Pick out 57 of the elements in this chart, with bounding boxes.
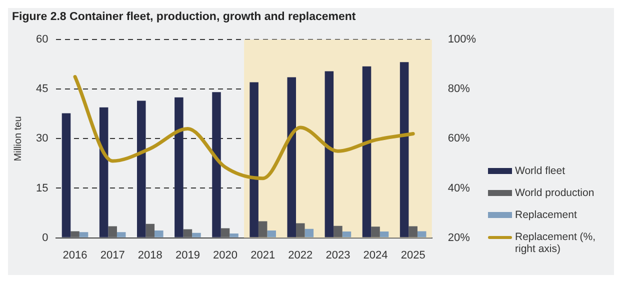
y-tick-label: 60 — [36, 34, 48, 46]
y2-tick-label: 20% — [448, 232, 470, 244]
y-tick-label: 0 — [42, 232, 48, 244]
bar — [371, 226, 380, 238]
y-tick-label: 45 — [36, 83, 48, 96]
bar — [183, 229, 192, 238]
bar — [258, 221, 268, 238]
bar — [146, 224, 155, 238]
bar — [287, 77, 296, 238]
y-tick-label: 30 — [36, 132, 48, 145]
bar — [304, 228, 314, 238]
bar — [342, 232, 352, 238]
y2-tick-label: 100% — [448, 34, 476, 46]
y-axis-title: Million teu — [12, 116, 24, 162]
x-tick-label: 2024 — [363, 249, 388, 262]
bar — [174, 97, 184, 238]
bar — [220, 228, 230, 238]
x-tick-label: 2023 — [326, 249, 350, 262]
legend-label: Replacement (%, right axis) — [515, 231, 597, 255]
bar — [154, 230, 164, 238]
bar — [417, 231, 426, 238]
x-tick-label: 2025 — [400, 249, 426, 262]
bar — [408, 226, 418, 238]
y2-tick-label: 60% — [448, 132, 470, 145]
bar — [108, 226, 117, 238]
bar — [362, 66, 372, 238]
bar — [400, 62, 409, 238]
chart-title: Figure 2.8 Container fleet, production, growth and replacement — [11, 10, 357, 25]
bar — [296, 223, 305, 238]
x-tick-label: 2017 — [100, 249, 125, 262]
bar — [334, 226, 342, 238]
bar — [62, 113, 71, 238]
bar — [380, 232, 389, 238]
x-tick-label: 2019 — [175, 249, 200, 262]
bar — [99, 107, 108, 238]
bar — [230, 234, 238, 238]
legend-label: Replacement — [515, 209, 578, 221]
bar — [324, 71, 334, 238]
y2-tick-label: 40% — [448, 182, 470, 194]
legend-label: World production — [515, 187, 596, 199]
line-series — [73, 75, 415, 180]
x-tick-label: 2021 — [250, 249, 276, 262]
bar — [212, 92, 221, 238]
x-tick-label: 2018 — [138, 249, 162, 262]
y2-tick-label: 80% — [448, 83, 470, 96]
bar — [70, 231, 80, 238]
x-tick-label: 2016 — [62, 249, 88, 262]
bar — [79, 232, 88, 238]
y-tick-label: 15 — [36, 182, 48, 194]
x-tick-label: 2022 — [288, 249, 313, 262]
bar — [250, 82, 258, 238]
bar — [116, 232, 126, 238]
legend-label: World fleet — [515, 165, 566, 177]
x-tick-label: 2020 — [213, 249, 238, 262]
bar — [267, 230, 276, 238]
bar — [192, 232, 201, 238]
bar — [136, 100, 146, 238]
